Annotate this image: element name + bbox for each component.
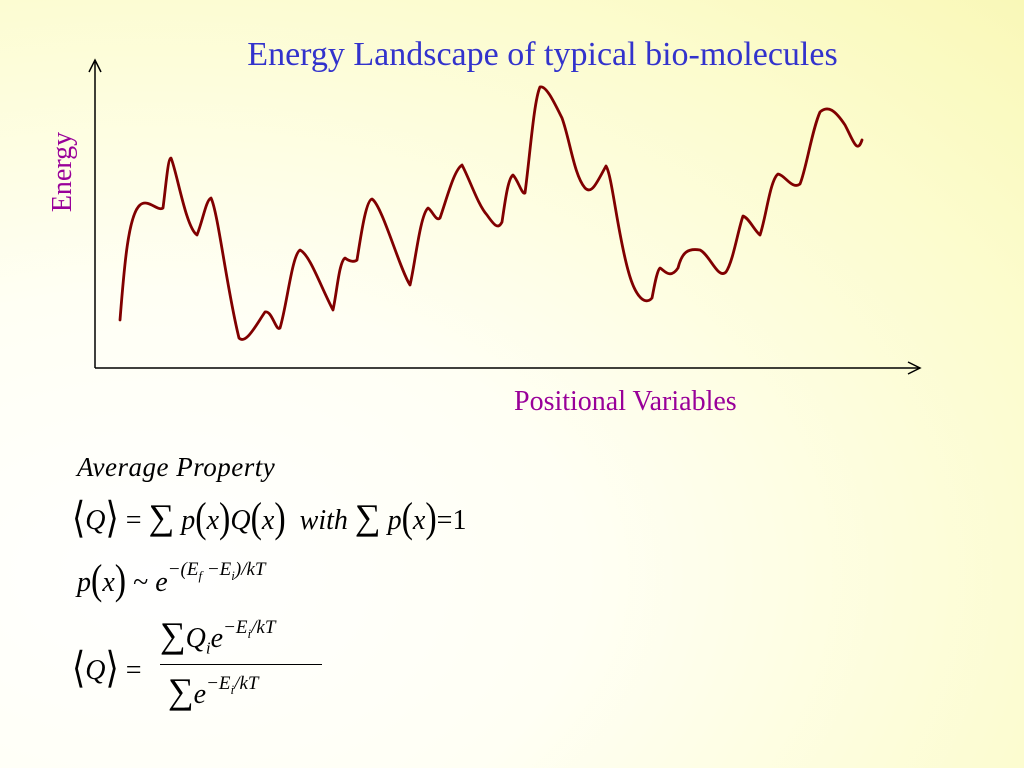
equation-boltzmann-average-lhs: ⟨Q⟩ = [72,645,142,692]
energy-curve [118,85,864,341]
x-axis-label: Positional Variables [514,386,737,417]
equation-average-q: ⟨Q⟩ = ∑ p(x)Q(x) with ∑ p(x)=1 [72,495,467,542]
equation-probability: p(x) ~ e−(Ef −Ei)/kT [77,557,266,604]
x-axis [95,361,922,375]
y-axis [88,58,102,368]
average-property-heading: Average Property [77,452,276,482]
fraction-bar [160,664,322,665]
fraction-denominator: ∑e−Ei/kT [168,671,259,711]
y-axis-label: Energy [47,131,78,213]
slide-title: Energy Landscape of typical bio-molecule… [247,36,838,73]
fraction-numerator: ∑Qie−Ei/kT [160,615,276,658]
